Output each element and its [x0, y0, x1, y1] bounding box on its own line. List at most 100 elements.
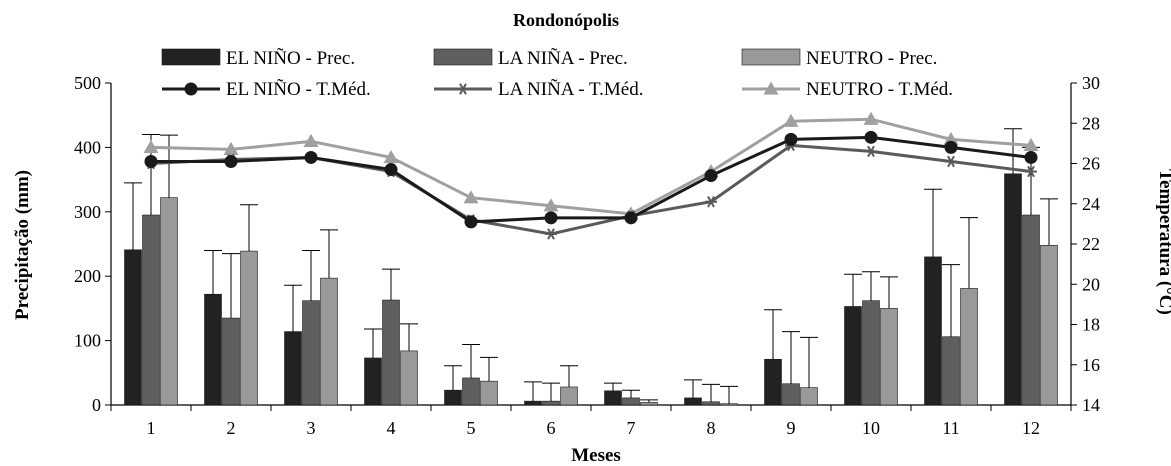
bar	[800, 387, 818, 406]
line-point	[143, 139, 159, 154]
line-point	[624, 211, 638, 225]
legend-marker	[763, 81, 779, 95]
asterisk-stroke	[547, 228, 555, 240]
bar	[240, 250, 258, 406]
bar	[702, 401, 720, 406]
y2-tick-label: 30	[1082, 73, 1100, 93]
error-bars	[124, 128, 1058, 404]
bar	[124, 249, 142, 406]
line-point	[224, 154, 238, 168]
line-point	[384, 163, 398, 177]
bar	[302, 300, 320, 406]
bar	[1004, 173, 1022, 406]
bar	[862, 300, 880, 406]
bar	[720, 403, 738, 406]
line-point	[544, 211, 558, 225]
line-point	[705, 196, 717, 208]
legend: EL NIÑO - Prec. LA NIÑA - Prec. NEUTRO - P…	[161, 47, 953, 100]
bar	[320, 277, 338, 406]
x-tick-label: 1	[147, 418, 156, 438]
x-tick-label: 5	[467, 418, 476, 438]
bar	[844, 306, 862, 406]
y-tick-label: 0	[92, 395, 101, 415]
bar	[444, 389, 462, 406]
line-point	[1025, 165, 1037, 178]
legend-swatch	[741, 48, 801, 66]
bar	[284, 331, 302, 406]
bar	[382, 299, 400, 406]
bar	[960, 288, 978, 406]
legend-label: EL NIÑO - T.Méd.	[226, 78, 371, 100]
x-tick-label: 6	[547, 418, 556, 438]
temperature-lines	[143, 111, 1039, 240]
x-tick-label: 9	[787, 418, 796, 438]
legend-label: NEUTRO - T.Méd.	[806, 79, 953, 100]
line-point	[784, 132, 798, 146]
temperature-line	[151, 135, 1032, 224]
bar	[640, 402, 658, 406]
x-tick-label: 11	[942, 418, 959, 438]
asterisk-stroke	[459, 83, 467, 95]
x-axis-title: Meses	[571, 445, 621, 466]
legend-swatch	[433, 48, 493, 66]
bar	[160, 197, 178, 406]
x-tick-label: 4	[387, 418, 396, 438]
x-tick-label: 12	[1022, 418, 1040, 438]
asterisk-stroke	[1027, 165, 1035, 178]
bar	[400, 350, 418, 406]
line-point	[783, 113, 799, 127]
legend-label: LA NIÑA - Prec.	[498, 47, 628, 69]
asterisk-stroke	[947, 155, 955, 168]
y2-tick-label: 16	[1082, 355, 1100, 375]
line-point	[545, 228, 557, 240]
bar	[204, 293, 222, 406]
line-point	[945, 155, 957, 168]
x-tick-label: 3	[307, 418, 316, 438]
x-tick-label: 10	[862, 418, 880, 438]
y-tick-label: 500	[74, 73, 101, 93]
y-tick-label: 100	[74, 331, 101, 351]
bar	[782, 383, 800, 406]
y-axis-title: Precipitação (mm)	[12, 170, 33, 320]
asterisk-stroke	[707, 196, 715, 208]
line-point	[864, 130, 878, 144]
bar	[480, 380, 498, 406]
bar	[142, 214, 160, 406]
bar	[560, 386, 578, 406]
line-point	[944, 140, 958, 154]
y2-axis-title: Temperatura (°C)	[1155, 169, 1171, 315]
bars	[124, 173, 1058, 406]
bar	[1022, 214, 1040, 406]
line-point	[464, 215, 478, 229]
y2-tick-label: 24	[1082, 194, 1100, 214]
y-tick-label: 200	[74, 266, 101, 286]
line-point	[1024, 150, 1038, 164]
y-tick-label: 400	[74, 137, 101, 157]
chart-title: Rondonópolis	[513, 10, 619, 30]
bar	[364, 357, 382, 406]
bar	[622, 397, 640, 406]
legend-swatch	[161, 48, 221, 66]
bar	[462, 377, 480, 406]
line-point	[943, 131, 959, 145]
bar	[604, 390, 622, 406]
legend-label: NEUTRO - Prec.	[806, 48, 937, 69]
bar	[524, 400, 542, 406]
line-point	[704, 169, 718, 183]
bar	[222, 317, 240, 406]
y-tick-label: 300	[74, 202, 101, 222]
legend-marker	[457, 83, 469, 95]
y2-tick-label: 26	[1082, 154, 1100, 174]
legend-marker	[184, 82, 198, 96]
line-point	[223, 141, 239, 156]
bar	[684, 397, 702, 406]
bar	[764, 358, 782, 406]
bar	[542, 400, 560, 406]
line-point	[865, 145, 877, 158]
y2-tick-label: 28	[1082, 113, 1100, 133]
asterisk-stroke	[867, 145, 875, 158]
line-point	[863, 111, 879, 125]
temperature-line	[150, 117, 1032, 216]
